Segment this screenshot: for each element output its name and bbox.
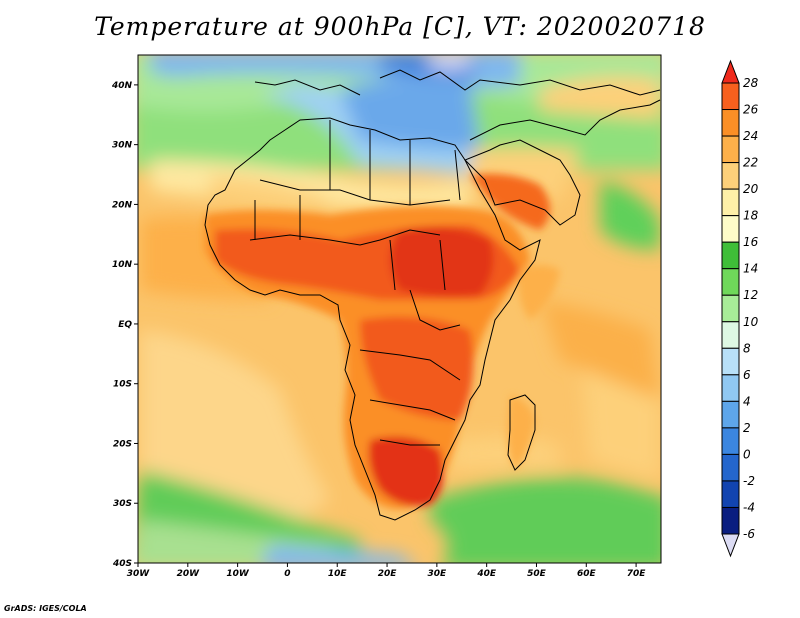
colorbar-box — [721, 374, 740, 402]
colorbar-bottom-arrow — [721, 533, 740, 558]
temperature-field — [138, 55, 661, 563]
colorbar-box — [721, 294, 740, 323]
lat-label: 10N — [112, 260, 133, 270]
colorbar-box — [721, 427, 740, 455]
colorbar-box — [721, 215, 740, 243]
lat-label: 30N — [112, 141, 133, 151]
lon-label: 40E — [476, 569, 497, 579]
colorbar-label: 12 — [743, 288, 758, 302]
colorbar-label: -2 — [743, 474, 755, 488]
colorbar-box — [721, 453, 740, 482]
lat-label: 30S — [113, 499, 132, 509]
colorbar-box — [721, 347, 740, 376]
colorbar-top-arrow — [721, 59, 740, 84]
colorbar-box — [721, 268, 740, 296]
colorbar-label: 6 — [743, 368, 751, 382]
lat-label: 40S — [112, 559, 132, 569]
colorbar-label: 22 — [743, 156, 758, 170]
lon-label: 50E — [527, 569, 547, 579]
colorbar-label: 0 — [743, 447, 751, 461]
lat-label: 20N — [112, 200, 133, 210]
lon-label: 10W — [226, 569, 250, 579]
colorbar-label: 10 — [743, 315, 759, 329]
colorbar-box — [721, 241, 740, 270]
colorbar-label: 28 — [743, 76, 759, 90]
colorbar-label: 2 — [743, 421, 751, 435]
lon-label: 30W — [127, 569, 151, 579]
colorbar-label: 20 — [743, 182, 759, 196]
colorbar-label: -6 — [743, 527, 755, 541]
lat-label: EQ — [118, 320, 132, 330]
longitude-axis: 30W 20W 10W 0 10E 20E 30E 40E 50E 60E 70E — [127, 563, 647, 579]
colorbar-box — [721, 135, 740, 164]
colorbar-label: 18 — [743, 209, 759, 223]
lon-label: 10E — [328, 569, 348, 579]
lon-label: 70E — [627, 569, 647, 579]
map-title: Temperature at 900hPa [C], VT: 202002071… — [94, 12, 706, 41]
colorbar-box — [721, 109, 740, 137]
lon-label: 30E — [428, 569, 448, 579]
colorbar-label: -4 — [743, 500, 755, 514]
colorbar-box — [721, 321, 740, 349]
lat-label: 20S — [113, 439, 132, 449]
lon-label: 0 — [284, 569, 290, 579]
coastlines — [204, 69, 661, 521]
lat-label: 40N — [111, 81, 133, 91]
latitude-axis: 40N 30N 20N 10N EQ 10S 20S 30S 40S — [111, 81, 138, 569]
colorbar-label: 26 — [743, 103, 759, 117]
credit-text: GrADS: IGES/COLA — [4, 604, 87, 613]
colorbar-label: 14 — [743, 262, 758, 276]
lon-label: 20E — [378, 569, 398, 579]
lat-label: 10S — [113, 380, 132, 390]
colorbar-label: 8 — [743, 341, 751, 355]
colorbar-label: 24 — [743, 129, 758, 143]
colorbar-box — [721, 480, 740, 508]
plot-frame — [137, 54, 662, 564]
colorbar-label: 16 — [743, 235, 759, 249]
colorbar-box — [721, 400, 740, 429]
colorbar-box — [721, 188, 740, 217]
lon-label: 60E — [577, 569, 597, 579]
colorbar-box — [721, 82, 740, 111]
colorbar-box — [721, 506, 740, 535]
lon-label: 20W — [177, 569, 201, 579]
colorbar-box — [721, 162, 740, 190]
colorbar-label: 4 — [743, 394, 751, 408]
